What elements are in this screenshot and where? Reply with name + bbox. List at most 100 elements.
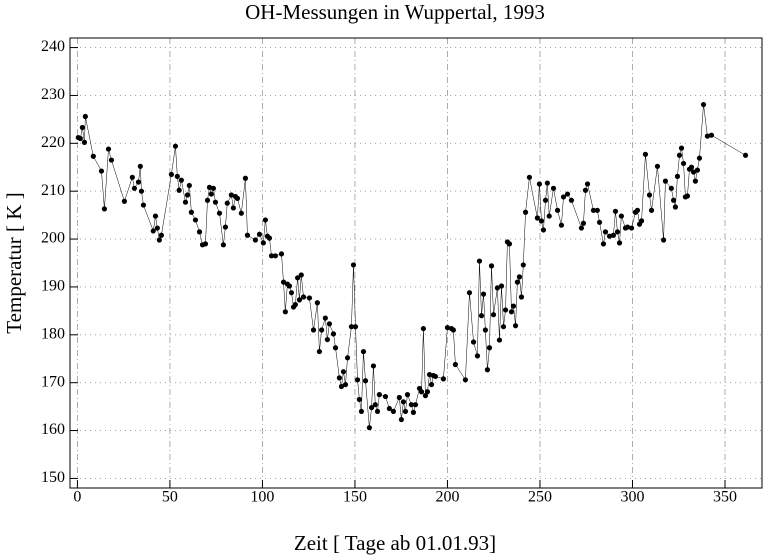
data-point: [98, 168, 105, 174]
data-point: [310, 327, 317, 333]
data-point: [560, 194, 567, 200]
data-point: [262, 217, 268, 223]
data-point: [358, 408, 365, 415]
data-point: [319, 327, 325, 333]
data-point: [216, 210, 223, 216]
data-point: [674, 173, 681, 179]
x-tick-label: 300: [620, 489, 644, 506]
data-point: [602, 229, 609, 235]
data-point: [322, 315, 328, 321]
data-point: [614, 229, 621, 235]
data-point: [398, 416, 404, 423]
data-point: [352, 324, 359, 330]
data-point: [402, 408, 409, 415]
data-point: [156, 237, 162, 243]
data-point: [300, 294, 307, 300]
data-point: [742, 152, 749, 158]
data-point: [360, 348, 367, 355]
data-point: [540, 227, 547, 233]
data-point: [196, 229, 203, 235]
data-point: [220, 242, 226, 248]
data-point: [502, 307, 509, 313]
data-point: [484, 367, 491, 373]
chart-title: OH-Messungen in Wuppertal, 1993: [245, 0, 545, 24]
data-point: [668, 185, 674, 191]
data-point: [288, 290, 295, 296]
data-point: [412, 402, 419, 408]
data-point: [420, 325, 427, 332]
data-point: [280, 279, 287, 285]
data-point: [518, 294, 525, 300]
data-point: [234, 195, 241, 201]
data-point: [554, 207, 561, 213]
data-point: [696, 155, 703, 161]
data-point: [582, 187, 589, 193]
data-point: [390, 408, 397, 415]
data-point: [182, 199, 189, 205]
y-tick-label: 200: [41, 230, 65, 247]
data-point: [638, 218, 645, 224]
data-point: [634, 207, 641, 213]
data-point: [474, 353, 481, 359]
data-point: [178, 177, 184, 183]
data-point: [534, 215, 540, 221]
data-point: [550, 185, 557, 191]
data-point: [450, 327, 456, 333]
y-tick-label: 150: [41, 469, 65, 486]
data-point: [252, 237, 258, 243]
data-point: [452, 361, 459, 368]
data-point: [282, 309, 288, 315]
data-point: [428, 381, 435, 388]
data-point: [324, 336, 330, 343]
data-point: [172, 143, 179, 149]
data-point: [356, 396, 362, 403]
data-point: [150, 228, 156, 234]
data-point: [316, 348, 323, 355]
data-point: [336, 375, 342, 381]
plot-frame: [69, 37, 763, 489]
data-point: [490, 312, 497, 318]
data-point: [418, 389, 425, 395]
data-point: [578, 225, 585, 231]
data-point: [680, 160, 687, 167]
data-point: [500, 324, 507, 330]
data-point: [684, 193, 691, 199]
data-point: [298, 272, 304, 278]
data-point: [558, 222, 565, 228]
data-point: [546, 213, 552, 219]
data-point: [79, 124, 85, 131]
data-point: [688, 164, 695, 170]
data-point: [568, 197, 575, 203]
data-point: [338, 383, 345, 390]
x-tick-label: 350: [713, 489, 737, 506]
y-tick-label: 220: [41, 134, 65, 151]
y-tick-label: 210: [41, 182, 65, 199]
data-point: [486, 345, 493, 351]
data-point: [188, 209, 194, 215]
data-point: [131, 185, 137, 191]
data-point: [210, 185, 216, 191]
x-tick-label: 0: [73, 489, 81, 506]
data-point: [260, 240, 266, 246]
data-point: [618, 213, 624, 219]
data-point: [410, 409, 417, 415]
data-point: [81, 139, 88, 145]
data-point: [690, 169, 697, 175]
data-point: [374, 408, 381, 415]
x-tick-label: 250: [528, 489, 552, 506]
data-point: [108, 157, 115, 163]
y-tick-label: 240: [41, 38, 65, 55]
data-point: [306, 295, 313, 301]
data-point: [140, 202, 147, 208]
data-point: [82, 113, 88, 120]
data-point: [396, 394, 402, 401]
data-point: [594, 207, 600, 213]
data-point: [330, 331, 337, 337]
data-point: [202, 241, 209, 247]
data-point: [176, 187, 182, 193]
data-point: [204, 197, 211, 203]
data-point: [424, 389, 431, 395]
data-point: [90, 153, 96, 159]
data-point: [368, 404, 375, 411]
data-point: [238, 210, 244, 216]
